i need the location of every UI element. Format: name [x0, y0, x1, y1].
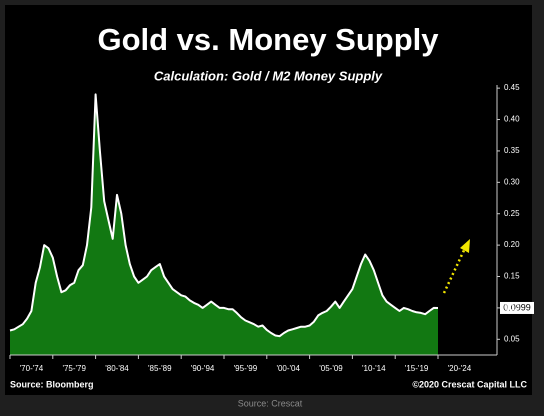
trend-arrow	[442, 245, 468, 294]
y-tick-label: 0.05	[504, 334, 520, 343]
x-tick-label: '75-'79	[62, 364, 86, 373]
line	[9, 93, 439, 338]
area	[10, 94, 438, 356]
x-tick-label: '05-'09	[319, 364, 343, 373]
x-tick-label: '15-'19	[405, 364, 429, 373]
y-tick-label: 0.10	[504, 303, 520, 312]
trend-arrow-head	[460, 239, 470, 253]
chart-subtitle: Calculation: Gold / M2 Money Supply	[154, 68, 383, 83]
y-tick-label: 0.40	[504, 115, 520, 124]
x-tick-label: '70-'74	[20, 364, 44, 373]
y-tick-label: 0.35	[504, 146, 520, 155]
y-tick-label: 0.25	[504, 209, 520, 218]
y-tick-label: 0.30	[504, 177, 520, 186]
x-tick-label: '80-'84	[105, 364, 129, 373]
copyright: ©2020 Crescat Capital LLC	[412, 379, 527, 389]
chart-title: Gold vs. Money Supply	[97, 22, 439, 57]
x-tick-label: '00-'04	[276, 364, 300, 373]
y-tick-label: 0.45	[504, 83, 520, 92]
caption: Source: Crescat	[238, 398, 303, 408]
x-tick-label: '90-'94	[191, 364, 215, 373]
x-tick-label: '10-'14	[362, 364, 386, 373]
x-tick-label: '85-'89	[148, 364, 172, 373]
x-tick-label: '95-'99	[234, 364, 258, 373]
x-tick-label: '20-'24	[448, 364, 472, 373]
y-tick-label: 0.20	[504, 240, 520, 249]
last-value-box	[500, 301, 534, 314]
source: Source: Bloomberg	[10, 379, 94, 389]
last-value-label: 0.0999	[503, 302, 531, 312]
y-tick-label: 0.15	[504, 272, 520, 281]
